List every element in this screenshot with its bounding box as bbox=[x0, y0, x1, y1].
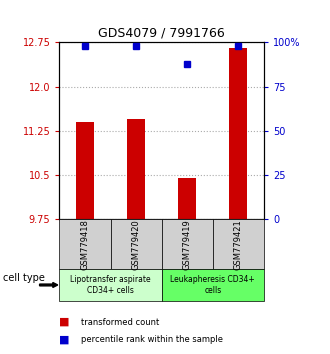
Text: percentile rank within the sample: percentile rank within the sample bbox=[81, 335, 223, 344]
Text: Lipotransfer aspirate
CD34+ cells: Lipotransfer aspirate CD34+ cells bbox=[70, 275, 151, 295]
Bar bbox=[178, 178, 196, 219]
Text: GSM779418: GSM779418 bbox=[81, 219, 89, 270]
Bar bbox=[127, 119, 145, 219]
Text: transformed count: transformed count bbox=[81, 318, 159, 327]
Text: ■: ■ bbox=[59, 335, 70, 345]
Text: ■: ■ bbox=[59, 317, 70, 327]
Title: GDS4079 / 7991766: GDS4079 / 7991766 bbox=[98, 27, 225, 40]
Text: cell type: cell type bbox=[3, 273, 45, 283]
Text: GSM779420: GSM779420 bbox=[132, 219, 141, 270]
Text: GSM779421: GSM779421 bbox=[234, 219, 243, 270]
Text: Leukapheresis CD34+
cells: Leukapheresis CD34+ cells bbox=[171, 275, 255, 295]
Text: GSM779419: GSM779419 bbox=[183, 219, 192, 270]
Bar bbox=[76, 122, 94, 219]
Bar bbox=[229, 48, 248, 219]
